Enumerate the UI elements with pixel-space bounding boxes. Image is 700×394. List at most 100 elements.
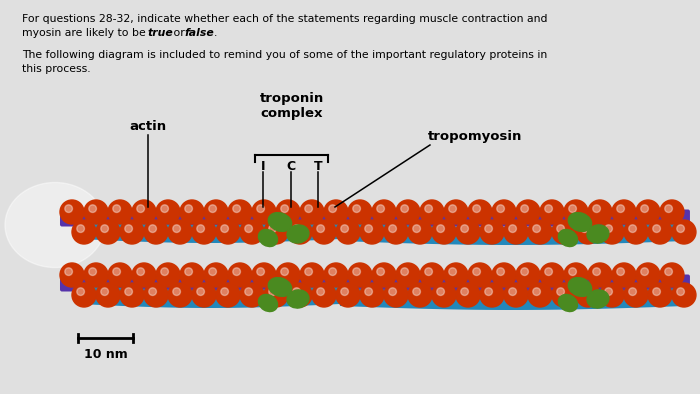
Circle shape [300, 263, 324, 287]
Circle shape [545, 268, 552, 275]
Circle shape [336, 220, 360, 244]
Circle shape [600, 283, 624, 307]
Circle shape [389, 225, 396, 232]
Circle shape [185, 205, 193, 212]
Text: .: . [214, 28, 218, 38]
Circle shape [120, 283, 144, 307]
Circle shape [653, 288, 660, 296]
Ellipse shape [559, 229, 578, 247]
Circle shape [77, 225, 85, 232]
Circle shape [629, 225, 636, 232]
Circle shape [444, 263, 468, 287]
Circle shape [605, 225, 612, 232]
Circle shape [209, 268, 216, 275]
PathPatch shape [80, 286, 340, 308]
Circle shape [485, 225, 492, 232]
Circle shape [492, 263, 516, 287]
Circle shape [156, 200, 180, 224]
Circle shape [665, 205, 673, 212]
Circle shape [384, 283, 408, 307]
Circle shape [372, 263, 396, 287]
Circle shape [60, 263, 84, 287]
Circle shape [324, 263, 348, 287]
Circle shape [269, 225, 276, 232]
Circle shape [84, 200, 108, 224]
Circle shape [564, 263, 588, 287]
Circle shape [233, 205, 241, 212]
Circle shape [556, 288, 564, 296]
Circle shape [377, 205, 384, 212]
Circle shape [612, 200, 636, 224]
Text: 10 nm: 10 nm [83, 348, 127, 361]
Circle shape [144, 283, 168, 307]
Circle shape [677, 288, 685, 296]
Circle shape [192, 283, 216, 307]
Circle shape [528, 220, 552, 244]
Text: For questions 28-32, indicate whether each of the statements regarding muscle co: For questions 28-32, indicate whether ea… [22, 14, 547, 24]
Circle shape [492, 200, 516, 224]
Circle shape [264, 220, 288, 244]
Circle shape [108, 263, 132, 287]
Circle shape [233, 268, 241, 275]
Circle shape [341, 225, 349, 232]
Circle shape [136, 205, 144, 212]
Circle shape [220, 288, 228, 296]
Circle shape [125, 225, 132, 232]
Circle shape [185, 268, 193, 275]
Circle shape [581, 225, 589, 232]
Circle shape [132, 200, 156, 224]
Circle shape [180, 263, 204, 287]
PathPatch shape [340, 223, 685, 245]
Circle shape [384, 220, 408, 244]
Circle shape [288, 283, 312, 307]
Circle shape [168, 283, 192, 307]
Circle shape [341, 288, 349, 296]
Circle shape [473, 205, 480, 212]
Circle shape [545, 205, 552, 212]
Circle shape [180, 200, 204, 224]
Circle shape [624, 220, 648, 244]
Circle shape [432, 220, 456, 244]
Circle shape [360, 220, 384, 244]
Circle shape [149, 288, 157, 296]
Circle shape [593, 268, 601, 275]
Circle shape [569, 205, 576, 212]
Circle shape [348, 200, 372, 224]
FancyBboxPatch shape [60, 275, 690, 292]
Circle shape [420, 200, 444, 224]
Circle shape [300, 200, 324, 224]
Circle shape [425, 205, 433, 212]
Circle shape [408, 220, 432, 244]
Circle shape [228, 263, 252, 287]
Circle shape [612, 263, 636, 287]
Circle shape [101, 225, 108, 232]
Circle shape [329, 268, 337, 275]
Ellipse shape [5, 182, 105, 268]
Circle shape [473, 268, 480, 275]
Circle shape [552, 220, 576, 244]
Circle shape [329, 205, 337, 212]
Circle shape [425, 268, 433, 275]
Circle shape [624, 283, 648, 307]
Circle shape [401, 268, 409, 275]
Circle shape [245, 288, 253, 296]
Circle shape [240, 283, 264, 307]
Circle shape [312, 220, 336, 244]
Circle shape [588, 263, 612, 287]
Circle shape [521, 268, 528, 275]
Circle shape [372, 200, 396, 224]
Circle shape [504, 283, 528, 307]
Circle shape [336, 283, 360, 307]
Text: or: or [170, 28, 188, 38]
Circle shape [480, 220, 504, 244]
Circle shape [96, 220, 120, 244]
Circle shape [540, 200, 564, 224]
Circle shape [120, 220, 144, 244]
Ellipse shape [287, 225, 309, 243]
Circle shape [576, 283, 600, 307]
Text: troponin
complex: troponin complex [260, 92, 324, 120]
Circle shape [593, 205, 601, 212]
Circle shape [101, 288, 108, 296]
Circle shape [293, 225, 300, 232]
Circle shape [293, 288, 300, 296]
